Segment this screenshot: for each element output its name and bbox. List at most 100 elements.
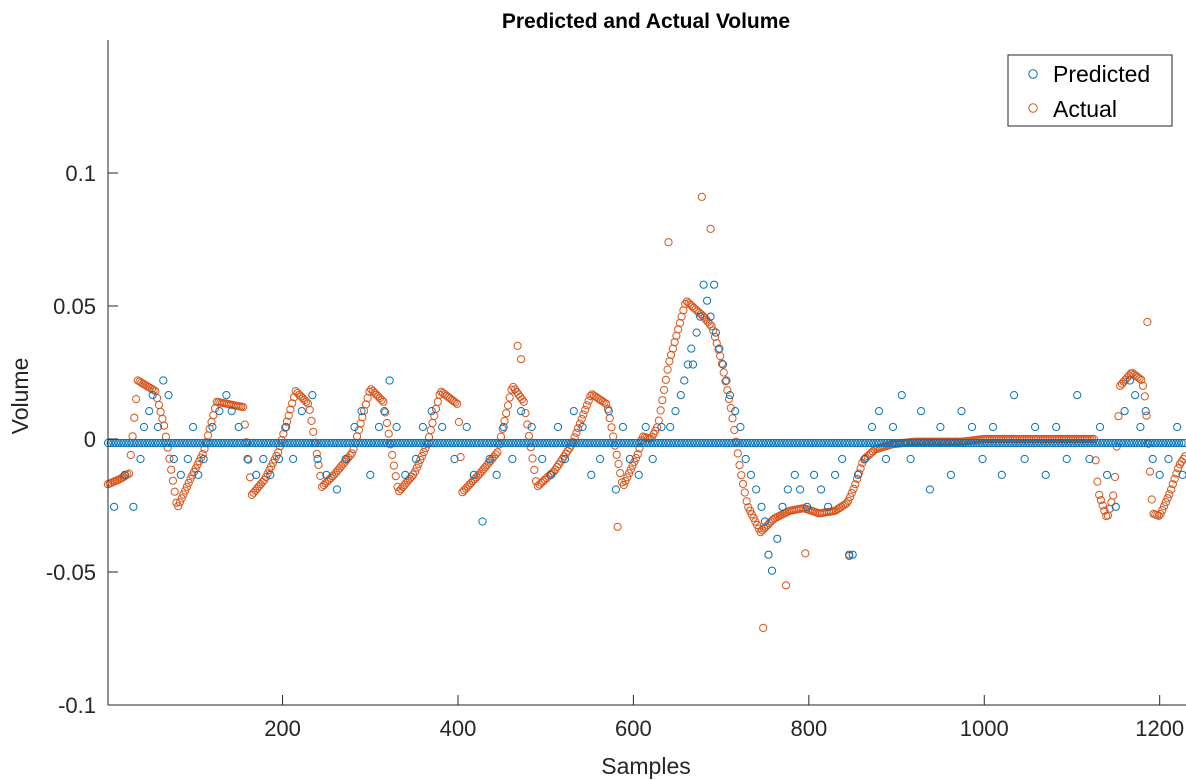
predicted-point — [840, 438, 849, 448]
predicted-point — [485, 454, 494, 464]
predicted-point — [930, 438, 939, 448]
predicted-point — [127, 438, 136, 448]
predicted-point — [448, 438, 457, 448]
actual-point — [377, 395, 386, 405]
predicted-point — [214, 438, 223, 448]
predicted-point — [297, 407, 306, 416]
actual-point — [381, 408, 390, 417]
predicted-point — [701, 438, 710, 448]
x-tick-label: 800 — [790, 716, 827, 741]
predicted-point — [778, 502, 787, 511]
predicted-point — [366, 470, 375, 479]
predicted-point — [780, 438, 789, 448]
predicted-point — [790, 438, 799, 448]
predicted-point — [348, 438, 357, 448]
actual-point — [846, 492, 855, 501]
actual-point — [728, 414, 737, 423]
actual-point — [363, 393, 372, 403]
predicted-point — [153, 438, 163, 448]
predicted-point — [230, 438, 239, 448]
predicted-point — [153, 422, 163, 432]
predicted-point — [896, 438, 905, 448]
predicted-point — [803, 502, 812, 511]
predicted-point — [853, 470, 863, 479]
predicted-point — [488, 438, 497, 448]
predicted-point — [1117, 438, 1126, 448]
predicted-point — [369, 438, 378, 448]
actual-point — [388, 450, 397, 460]
predicted-point — [1090, 438, 1099, 448]
predicted-point — [569, 407, 578, 416]
predicted-point — [611, 438, 621, 448]
predicted-point — [888, 422, 898, 432]
actual-point — [631, 454, 641, 463]
predicted-point — [382, 438, 391, 448]
actual-point — [156, 407, 165, 416]
actual-point — [658, 396, 667, 405]
predicted-point — [919, 438, 928, 448]
predicted-point — [1003, 438, 1013, 448]
predicted-point — [635, 438, 644, 448]
actual-point — [721, 377, 730, 386]
actual-point — [781, 581, 791, 590]
predicted-point — [969, 438, 978, 448]
actual-point — [664, 238, 673, 247]
actual-point — [426, 426, 435, 435]
predicted-point — [259, 454, 268, 464]
predicted-point — [480, 438, 489, 448]
actual-point — [623, 473, 632, 482]
predicted-point — [190, 438, 199, 448]
predicted-point — [888, 438, 897, 448]
predicted-point — [741, 454, 750, 464]
actual-point — [1168, 480, 1177, 489]
predicted-point — [914, 438, 923, 448]
predicted-point — [288, 438, 297, 448]
predicted-point — [524, 438, 534, 448]
predicted-point — [577, 438, 586, 448]
actual-point — [410, 467, 420, 476]
predicted-point — [530, 438, 539, 448]
predicted-point — [948, 438, 957, 448]
predicted-point — [180, 438, 189, 448]
actual-point — [1140, 392, 1149, 401]
actual-point — [203, 431, 213, 440]
predicted-point — [459, 438, 468, 448]
predicted-point — [289, 454, 298, 464]
predicted-point — [1062, 454, 1071, 464]
y-axis-label: Volume — [7, 358, 33, 435]
predicted-point — [490, 438, 499, 448]
predicted-point — [461, 438, 470, 448]
predicted-point — [677, 438, 686, 448]
predicted-point — [560, 454, 570, 464]
x-tick-label: 200 — [264, 716, 301, 741]
predicted-point — [995, 438, 1005, 448]
predicted-point — [838, 438, 847, 448]
predicted-point — [422, 438, 431, 448]
predicted-point — [746, 438, 755, 448]
predicted-point — [717, 438, 726, 448]
actual-point — [503, 401, 513, 410]
predicted-point — [1159, 438, 1168, 448]
actual-point — [847, 488, 856, 497]
predicted-point — [351, 438, 360, 448]
predicted-point — [619, 438, 628, 448]
predicted-point — [1122, 438, 1131, 448]
predicted-point — [151, 438, 160, 448]
predicted-point — [657, 422, 666, 432]
predicted-point — [1085, 438, 1094, 448]
actual-point — [1163, 494, 1172, 503]
predicted-point — [243, 438, 252, 448]
predicted-point — [432, 438, 441, 448]
predicted-point — [527, 438, 536, 448]
predicted-point — [409, 438, 418, 448]
predicted-point — [496, 438, 505, 448]
predicted-point — [961, 438, 970, 448]
predicted-point — [777, 438, 786, 448]
predicted-point — [306, 438, 315, 448]
legend: Predicted Actual — [1007, 54, 1173, 127]
predicted-point — [711, 438, 721, 448]
predicted-point — [773, 534, 782, 543]
predicted-point — [1048, 438, 1057, 448]
predicted-point — [509, 438, 518, 448]
predicted-point — [1103, 470, 1112, 479]
